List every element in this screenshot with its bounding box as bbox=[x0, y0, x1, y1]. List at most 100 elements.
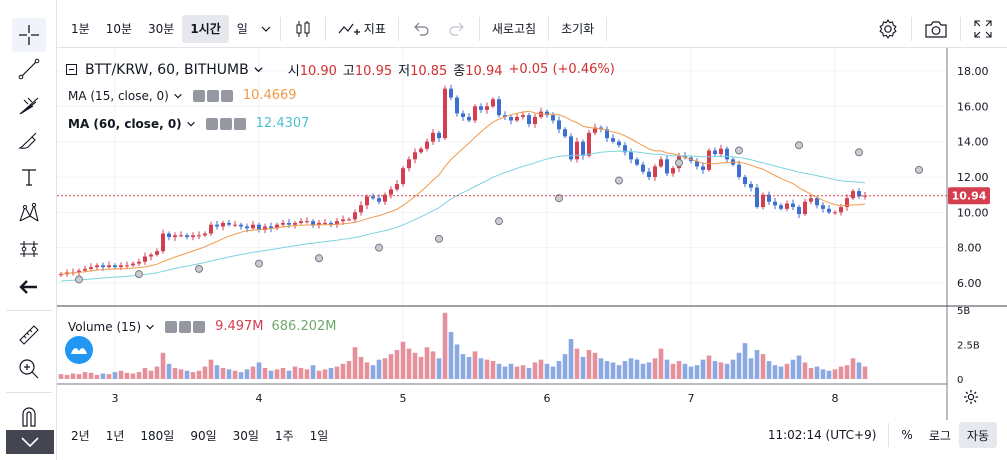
undo-button[interactable] bbox=[403, 15, 439, 43]
interval-dropdown[interactable] bbox=[256, 15, 276, 43]
settings-icon[interactable] bbox=[219, 117, 232, 130]
candle-body bbox=[101, 265, 105, 268]
interval-1d[interactable]: 일 bbox=[236, 22, 248, 36]
collapse-toolbar-button[interactable] bbox=[6, 430, 54, 454]
ma60-marker bbox=[495, 217, 503, 226]
candle-body bbox=[767, 194, 771, 202]
candle-body bbox=[281, 222, 285, 225]
chart-type-button[interactable] bbox=[285, 15, 321, 43]
magnet-tool[interactable] bbox=[12, 402, 46, 428]
volume-name[interactable]: Volume (15) bbox=[68, 319, 142, 334]
axis-settings-button[interactable] bbox=[964, 390, 978, 404]
range-1y[interactable]: 1년 bbox=[105, 428, 125, 443]
volume-bar bbox=[328, 367, 334, 379]
range-180d[interactable]: 180일 bbox=[140, 428, 175, 443]
volume-bar bbox=[424, 347, 430, 379]
close-icon[interactable] bbox=[193, 320, 206, 333]
ma60-marker bbox=[135, 270, 143, 279]
interval-30m[interactable]: 30분 bbox=[148, 22, 175, 36]
close-icon[interactable] bbox=[233, 117, 246, 130]
candle-body bbox=[293, 222, 297, 225]
volume-bar bbox=[490, 361, 496, 379]
eye-icon[interactable] bbox=[205, 117, 218, 130]
toolbar-divider bbox=[911, 17, 912, 41]
eye-icon[interactable] bbox=[165, 320, 178, 333]
auto-toggle[interactable]: 자동 bbox=[958, 422, 997, 448]
settings-icon[interactable] bbox=[179, 320, 192, 333]
range-90d[interactable]: 90일 bbox=[190, 428, 217, 443]
candle-body bbox=[623, 145, 627, 153]
timezone-clock[interactable]: 11:02:14 (UTC+9) bbox=[767, 428, 877, 442]
candle-body bbox=[857, 191, 861, 197]
fib-fan-icon bbox=[19, 97, 39, 115]
trend-line-icon bbox=[18, 58, 40, 80]
volume-bar bbox=[502, 366, 508, 379]
brush-tool[interactable] bbox=[12, 124, 46, 158]
redo-button[interactable] bbox=[439, 15, 475, 43]
candles-icon bbox=[296, 20, 310, 37]
percent-toggle[interactable]: % bbox=[901, 428, 913, 442]
volume-bar bbox=[460, 354, 466, 379]
measure-tool[interactable] bbox=[12, 232, 46, 266]
candle-body bbox=[569, 136, 573, 160]
volume-bar bbox=[610, 362, 616, 379]
volume-bar bbox=[574, 348, 580, 379]
interval-10m[interactable]: 10분 bbox=[105, 22, 132, 36]
ruler-tool[interactable] bbox=[12, 318, 46, 352]
trend-line-tool[interactable] bbox=[12, 52, 46, 86]
range-1d[interactable]: 1일 bbox=[309, 428, 329, 443]
close-icon[interactable] bbox=[220, 89, 233, 102]
candle-body bbox=[497, 99, 501, 116]
price-axis[interactable]: 18.00 16.00 14.00 12.00 10.00 8.00 6.00 bbox=[957, 65, 989, 290]
volume-bar bbox=[514, 366, 520, 379]
indicators-button[interactable]: 지표 bbox=[330, 15, 394, 43]
price-chart[interactable]: 18.00 16.00 14.00 12.00 10.00 8.00 6.00 5B 2.5B… bbox=[57, 48, 1007, 420]
volume-bar bbox=[766, 361, 772, 379]
ma15-name[interactable]: MA (15, close, 0) bbox=[68, 88, 169, 103]
redo-icon bbox=[449, 22, 464, 36]
candle-body bbox=[401, 168, 405, 185]
volume-bar bbox=[94, 374, 100, 379]
symbol-title[interactable]: BTT/KRW, 60, BITHUMB bbox=[85, 61, 249, 78]
ma60-name[interactable]: MA (60, close, 0) bbox=[68, 116, 182, 131]
ma60-marker bbox=[195, 264, 203, 273]
settings-icon[interactable] bbox=[206, 89, 219, 102]
volume-bar bbox=[220, 367, 226, 379]
volume-bar bbox=[208, 359, 214, 379]
volume-bar bbox=[862, 366, 868, 379]
collapse-legend-button[interactable] bbox=[66, 64, 77, 75]
volume-bar bbox=[832, 369, 838, 379]
range-30d[interactable]: 30일 bbox=[232, 428, 259, 443]
volume-bar bbox=[736, 352, 742, 379]
back-tool[interactable] bbox=[12, 270, 46, 304]
time-axis[interactable]: 3 4 5 6 7 8 bbox=[112, 392, 839, 405]
interval-1m[interactable]: 1분 bbox=[71, 22, 90, 36]
volume-bar bbox=[400, 341, 406, 379]
fullscreen-button[interactable] bbox=[965, 15, 1001, 43]
candle-body bbox=[251, 224, 255, 229]
settings-button[interactable] bbox=[869, 15, 907, 43]
reset-button[interactable]: 초기화 bbox=[561, 22, 595, 36]
range-1w[interactable]: 1주 bbox=[274, 428, 294, 443]
candle-body bbox=[341, 219, 345, 222]
crosshair-tool[interactable] bbox=[12, 18, 46, 52]
price-tick-label: 10.00 bbox=[957, 206, 989, 219]
pattern-tool[interactable] bbox=[12, 196, 46, 230]
range-2y[interactable]: 2년 bbox=[71, 428, 90, 443]
fib-tool[interactable] bbox=[12, 88, 46, 122]
eye-icon[interactable] bbox=[192, 89, 205, 102]
volume-bar bbox=[286, 370, 292, 379]
interval-1h[interactable]: 1시간 bbox=[182, 14, 229, 43]
price-tick-label: 16.00 bbox=[957, 100, 989, 113]
volume-bar bbox=[820, 369, 826, 379]
screenshot-button[interactable] bbox=[916, 15, 956, 43]
candle-body bbox=[83, 268, 87, 271]
log-toggle[interactable]: 로그 bbox=[928, 428, 951, 443]
volume-bar bbox=[190, 372, 196, 379]
volume-bar bbox=[652, 358, 658, 379]
text-tool[interactable] bbox=[12, 160, 46, 194]
zoom-tool[interactable] bbox=[12, 352, 46, 386]
refresh-button[interactable]: 새로고침 bbox=[491, 22, 537, 36]
toolbar-divider bbox=[6, 310, 52, 311]
candle-body bbox=[527, 115, 531, 124]
